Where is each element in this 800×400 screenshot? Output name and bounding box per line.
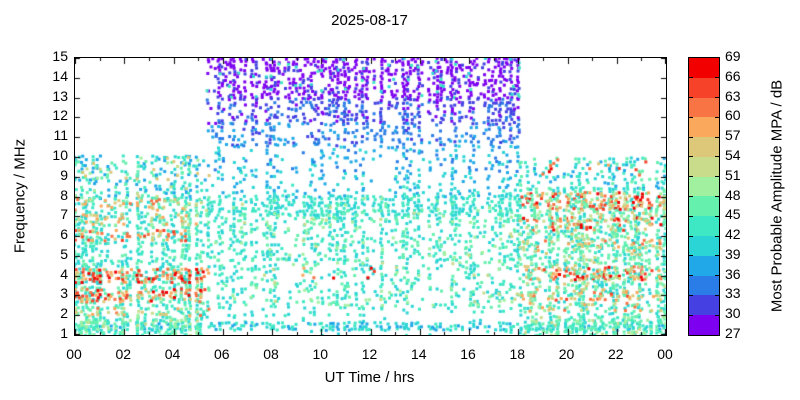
colorbar-boundary-tick <box>715 116 719 118</box>
colorbar-band <box>689 156 719 177</box>
x-tick-label: 16 <box>460 346 476 362</box>
y-tick-label: 7 <box>60 206 68 223</box>
colorbar-boundary-tick <box>689 314 693 316</box>
colorbar-boundary-tick <box>689 77 693 79</box>
y-tick-label: 11 <box>53 127 68 144</box>
colorbar-boundary-tick <box>715 215 719 217</box>
y-tick-label: 12 <box>52 107 68 124</box>
colorbar <box>688 57 720 336</box>
y-tick-label: 8 <box>60 186 68 203</box>
colorbar-tick-label: 27 <box>725 325 741 341</box>
x-tick-label: 22 <box>607 346 624 362</box>
colorbar-boundary-tick <box>715 176 719 178</box>
colorbar-tick-label: 36 <box>725 265 741 282</box>
colorbar-tick-label: 54 <box>725 146 741 163</box>
colorbar-boundary-tick <box>689 196 693 197</box>
colorbar-boundary-tick <box>715 97 719 99</box>
x-tick-label: 18 <box>509 346 526 362</box>
colorbar-band <box>689 176 719 197</box>
colorbar-boundary-tick <box>715 255 719 257</box>
y-tick-label: 14 <box>52 67 68 84</box>
x-tick-label: 00 <box>657 346 673 362</box>
x-tick-label: 08 <box>263 346 279 362</box>
colorbar-tick-label: 48 <box>725 186 741 203</box>
colorbar-tick-label: 33 <box>725 285 741 302</box>
colorbar-boundary-tick <box>689 255 693 257</box>
colorbar-boundary-tick <box>689 156 693 158</box>
colorbar-band <box>689 216 719 237</box>
colorbar-tick-label: 42 <box>725 226 741 243</box>
colorbar-boundary-tick <box>715 314 719 316</box>
x-axis-label: UT Time / hrs <box>324 369 415 386</box>
colorbar-tick-label: 60 <box>725 107 741 124</box>
colorbar-boundary-tick <box>715 156 719 158</box>
colorbar-tick-label: 63 <box>725 87 741 104</box>
scatter-canvas <box>75 58 666 335</box>
y-tick-label: 10 <box>52 146 68 163</box>
colorbar-boundary-tick <box>689 275 693 277</box>
x-tick-label: 06 <box>213 346 230 362</box>
y-tick-label: 13 <box>52 87 68 104</box>
colorbar-boundary-tick <box>689 235 693 237</box>
colorbar-band <box>689 196 719 217</box>
colorbar-band <box>689 117 719 138</box>
colorbar-boundary-tick <box>689 215 693 217</box>
colorbar-band <box>689 295 719 316</box>
colorbar-boundary-tick <box>689 116 693 118</box>
colorbar-band <box>689 97 719 118</box>
x-tick-label: 00 <box>66 346 82 362</box>
colorbar-boundary-tick <box>715 77 719 79</box>
colorbar-tick-label: 30 <box>725 305 741 322</box>
chart-title: 2025-08-17 <box>331 12 408 29</box>
x-tick-label: 04 <box>164 346 181 362</box>
x-tick-label: 14 <box>410 346 427 362</box>
colorbar-band <box>689 236 719 256</box>
colorbar-boundary-tick <box>689 294 693 296</box>
colorbar-boundary-tick <box>715 136 719 138</box>
colorbar-band <box>689 77 719 98</box>
colorbar-tick-label: 45 <box>725 206 741 223</box>
plot-area <box>74 57 667 336</box>
colorbar-tick-label: 51 <box>725 166 741 183</box>
colorbar-band <box>689 58 719 78</box>
colorbar-boundary-tick <box>715 196 719 197</box>
colorbar-band <box>689 315 719 335</box>
colorbar-band <box>689 255 719 276</box>
y-tick-label: 3 <box>60 285 68 302</box>
x-tick-label: 02 <box>115 346 132 362</box>
y-tick-label: 9 <box>60 166 68 183</box>
colorbar-boundary-tick <box>689 97 693 99</box>
y-tick-label: 4 <box>60 265 68 282</box>
colorbar-tick-label: 39 <box>725 245 741 262</box>
colorbar-tick-label: 69 <box>725 48 741 64</box>
colorbar-band <box>689 275 719 296</box>
x-tick-label: 12 <box>361 346 378 362</box>
colorbar-boundary-tick <box>689 136 693 138</box>
y-tick-label: 15 <box>52 48 68 64</box>
y-tick-label: 1 <box>60 325 68 341</box>
y-tick-label: 2 <box>60 305 68 322</box>
colorbar-tick-label: 66 <box>725 67 741 84</box>
colorbar-band <box>689 137 719 157</box>
colorbar-tick-label: 57 <box>725 127 741 144</box>
colorbar-label: Most Probable Amplitude MPA / dB <box>768 79 786 313</box>
colorbar-boundary-tick <box>715 294 719 296</box>
colorbar-boundary-tick <box>689 176 693 178</box>
colorbar-boundary-tick <box>715 275 719 277</box>
colorbar-boundary-tick <box>715 235 719 237</box>
y-axis-label: Frequency / MHz <box>11 138 29 254</box>
y-tick-label: 6 <box>60 226 68 243</box>
x-tick-label: 20 <box>558 346 575 362</box>
x-tick-label: 10 <box>312 346 329 362</box>
y-tick-label: 5 <box>60 245 68 262</box>
